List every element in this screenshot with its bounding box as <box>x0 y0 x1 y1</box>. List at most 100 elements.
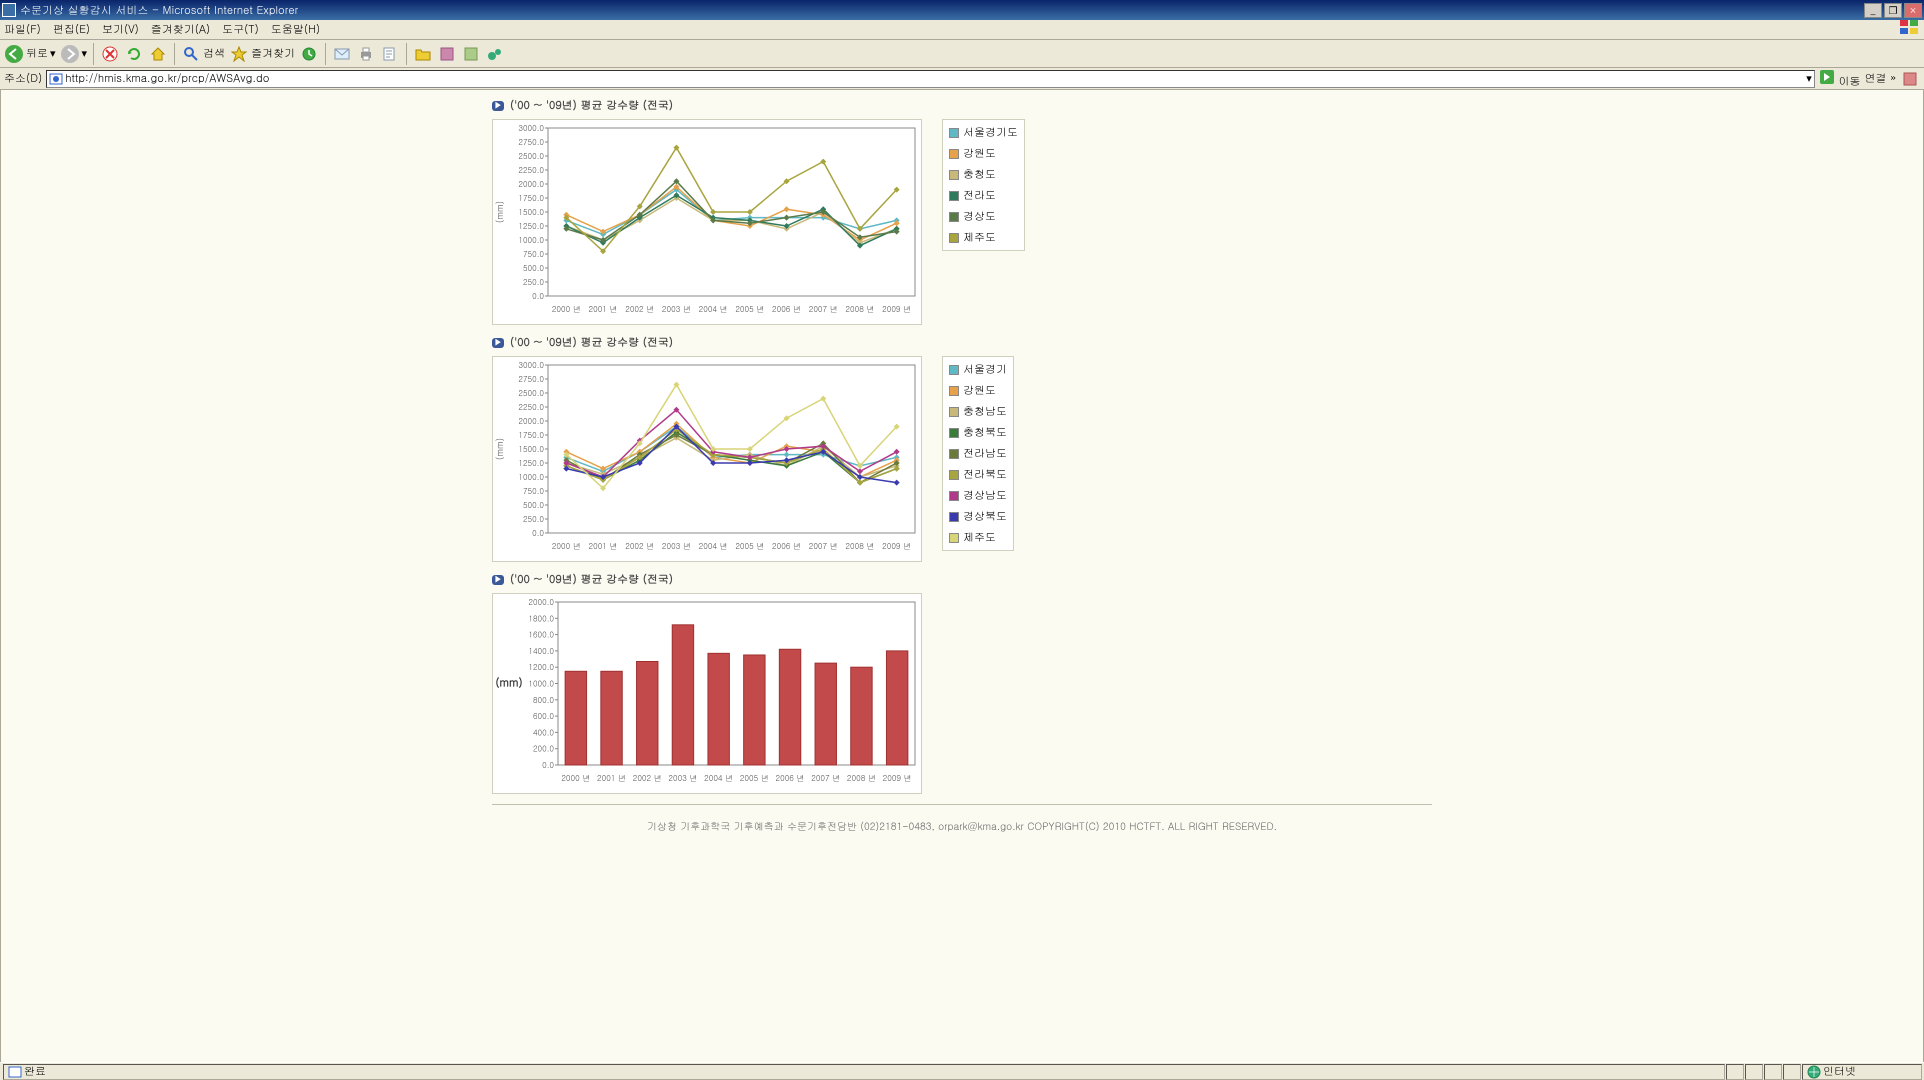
page-viewport[interactable]: ▶ ('00 ~ '09년) 평균 강수량 (전국) 0.0250.0500.0… <box>0 90 1924 1062</box>
svg-text:2000.0: 2000.0 <box>518 179 544 190</box>
search-label: 검색 <box>203 46 225 61</box>
menu-edit[interactable]: 편집(E) <box>53 22 90 37</box>
chart-section-3: ▶ ('00 ~ '09년) 평균 강수량 (전국) 0.0200.0400.0… <box>492 572 1432 794</box>
legend-label: 제주도 <box>963 230 996 245</box>
svg-text:600.0: 600.0 <box>533 711 554 722</box>
svg-text:800.0: 800.0 <box>533 695 554 706</box>
legend-item: 충청북도 <box>945 422 1011 443</box>
status-done: 완료 <box>24 1064 46 1079</box>
go-button[interactable]: 이동 <box>1819 69 1861 89</box>
svg-text:1750.0: 1750.0 <box>518 193 544 204</box>
legend-swatch <box>949 407 959 417</box>
legend-item: 강원도 <box>945 380 1011 401</box>
menu-help[interactable]: 도움말(H) <box>271 22 320 37</box>
history-icon[interactable] <box>299 44 319 64</box>
svg-text:2250.0: 2250.0 <box>518 402 544 413</box>
svg-text:1400.0: 1400.0 <box>528 646 554 657</box>
footer-text: 기상청 기후과학국 기후예측과 수문기후전담반 (02)2181-0483, o… <box>647 819 1277 833</box>
legend-swatch <box>949 533 959 543</box>
toolbar: 뒤로 ▾ ▾ 검색 즐겨찾기 <box>0 40 1924 68</box>
svg-text:1200.0: 1200.0 <box>528 662 554 673</box>
legend-swatch <box>949 428 959 438</box>
menu-favorites[interactable]: 즐겨찾기(A) <box>151 22 210 37</box>
svg-text:2001 년: 2001 년 <box>589 541 618 552</box>
legend-swatch <box>949 512 959 522</box>
section-title-1: ▶ ('00 ~ '09년) 평균 강수량 (전국) <box>492 98 1432 113</box>
svg-text:2000.0: 2000.0 <box>528 597 554 608</box>
legend-swatch <box>949 386 959 396</box>
home-icon[interactable] <box>148 44 168 64</box>
legend-label: 전라남도 <box>963 446 1007 461</box>
print-icon[interactable] <box>356 44 376 64</box>
minimize-button[interactable]: _ <box>1864 3 1882 18</box>
svg-text:250.0: 250.0 <box>523 514 544 525</box>
menu-tools[interactable]: 도구(T) <box>222 22 259 37</box>
back-button[interactable]: 뒤로 ▾ <box>4 44 56 64</box>
chart-section-2: ▶ ('00 ~ '09년) 평균 강수량 (전국) 0.0250.0500.0… <box>492 335 1432 562</box>
tool-icon-3[interactable] <box>485 44 505 64</box>
svg-text:2002 년: 2002 년 <box>625 541 654 552</box>
star-icon <box>229 44 249 64</box>
svg-text:2006 년: 2006 년 <box>772 541 801 552</box>
legend-swatch <box>949 365 959 375</box>
legend-swatch <box>949 233 959 243</box>
chart-1: 0.0250.0500.0750.01000.01250.01500.01750… <box>492 119 922 325</box>
edit-icon[interactable] <box>380 44 400 64</box>
legend-item: 경상북도 <box>945 506 1011 527</box>
legend-item: 전라북도 <box>945 464 1011 485</box>
menu-file[interactable]: 파일(F) <box>4 22 41 37</box>
tool-icon-1[interactable] <box>437 44 457 64</box>
menu-view[interactable]: 보기(V) <box>102 22 139 37</box>
chevron-down-icon: ▾ <box>50 46 56 61</box>
svg-text:2500.0: 2500.0 <box>518 151 544 162</box>
search-button[interactable]: 검색 <box>181 44 225 64</box>
legend-label: 전라북도 <box>963 467 1007 482</box>
legend-swatch <box>949 149 959 159</box>
chart-title-text: ('00 ~ '09년) 평균 강수량 (전국) <box>510 335 673 350</box>
legend-item: 경상도 <box>945 206 1022 227</box>
links-label[interactable]: 연결 <box>1865 71 1887 86</box>
svg-text:2006 년: 2006 년 <box>772 304 801 315</box>
svg-text:(mm): (mm) <box>495 676 522 691</box>
url-input[interactable]: http://hmis.kma.go.kr/prcp/AWSAvg.do ▾ <box>46 70 1815 88</box>
stop-icon[interactable] <box>100 44 120 64</box>
svg-text:2250.0: 2250.0 <box>518 165 544 176</box>
svg-text:0.0: 0.0 <box>532 528 544 539</box>
chevron-down-icon[interactable]: ▾ <box>1806 71 1812 86</box>
svg-text:2000 년: 2000 년 <box>552 304 581 315</box>
page-footer: 기상청 기후과학국 기후예측과 수문기후전담반 (02)2181-0483, o… <box>492 804 1432 847</box>
svg-text:2007 년: 2007 년 <box>811 773 840 784</box>
legend-swatch <box>949 212 959 222</box>
chevron-right-icon[interactable]: » <box>1891 71 1897 86</box>
svg-text:2000 년: 2000 년 <box>561 773 590 784</box>
restore-button[interactable]: ❐ <box>1884 3 1902 18</box>
svg-text:2500.0: 2500.0 <box>518 388 544 399</box>
svg-text:2003 년: 2003 년 <box>662 304 691 315</box>
svg-text:2004 년: 2004 년 <box>699 541 728 552</box>
mail-icon[interactable] <box>332 44 352 64</box>
forward-icon <box>60 44 80 64</box>
legend-swatch <box>949 128 959 138</box>
svg-text:1000.0: 1000.0 <box>518 235 544 246</box>
svg-text:2000.0: 2000.0 <box>518 416 544 427</box>
legend-label: 충청남도 <box>963 404 1007 419</box>
windows-logo-icon <box>1900 20 1920 40</box>
addon-icon[interactable] <box>1900 69 1920 89</box>
svg-text:2004 년: 2004 년 <box>699 304 728 315</box>
svg-text:1600.0: 1600.0 <box>528 630 554 641</box>
forward-button[interactable]: ▾ <box>60 44 88 64</box>
chart-title-text: ('00 ~ '09년) 평균 강수량 (전국) <box>510 98 673 113</box>
refresh-icon[interactable] <box>124 44 144 64</box>
folder-icon[interactable] <box>413 44 433 64</box>
svg-text:2009 년: 2009 년 <box>883 773 912 784</box>
svg-text:2001 년: 2001 년 <box>589 304 618 315</box>
favorites-button[interactable]: 즐겨찾기 <box>229 44 295 64</box>
close-button[interactable]: × <box>1904 3 1922 18</box>
legend-label: 경상북도 <box>963 509 1007 524</box>
legend-item: 서울경기 <box>945 359 1011 380</box>
svg-text:2003 년: 2003 년 <box>668 773 697 784</box>
svg-text:2007 년: 2007 년 <box>809 541 838 552</box>
legend-swatch <box>949 170 959 180</box>
tool-icon-2[interactable] <box>461 44 481 64</box>
svg-text:0.0: 0.0 <box>542 760 554 771</box>
